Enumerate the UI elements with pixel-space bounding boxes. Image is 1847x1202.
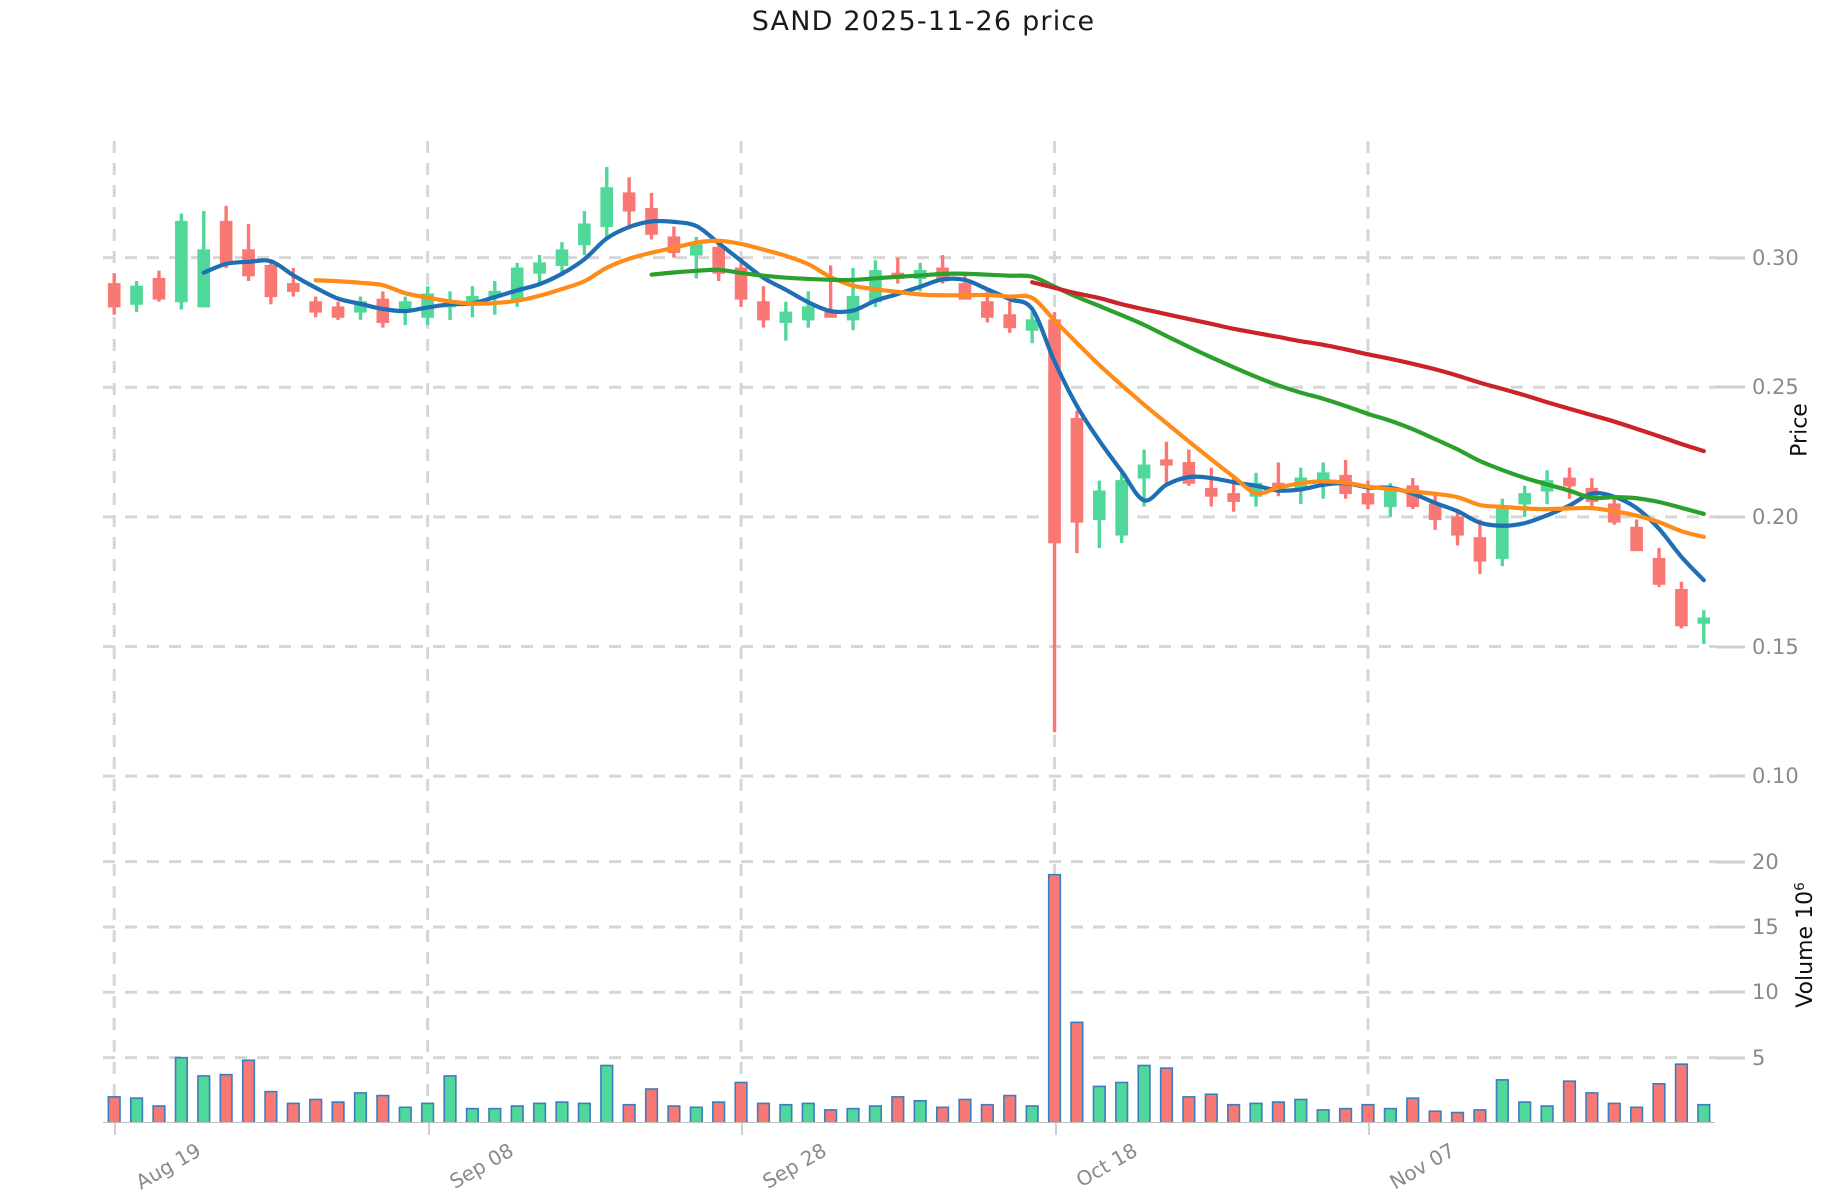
price-tick-0-25-tickmark <box>1715 385 1745 389</box>
ma-line-ma-mid <box>313 238 1706 539</box>
volume-tick-5: 5 <box>1752 1045 1766 1070</box>
ma-line-ma-long <box>1030 280 1706 454</box>
price-panel <box>103 141 1715 841</box>
price-tick-0-10: 0.10 <box>1752 764 1799 789</box>
volume-tick-20: 20 <box>1752 849 1779 874</box>
x-tickmark <box>1054 1123 1057 1135</box>
volume-axis-exponent: 6 <box>1791 882 1808 891</box>
volume-tick-15: 15 <box>1752 914 1779 939</box>
volume-axis-title: Volume 106 <box>1792 882 1818 1007</box>
x-tickmark <box>114 1123 117 1135</box>
volume-panel <box>103 842 1715 1123</box>
price-axis-title: Price <box>1787 403 1813 457</box>
x-tick-sep-28: Sep 28 <box>758 1138 831 1194</box>
price-tick-0-20: 0.20 <box>1752 504 1799 529</box>
price-tick-0-15: 0.15 <box>1752 634 1799 659</box>
x-tick-aug-19: Aug 19 <box>131 1138 206 1195</box>
volume-tick-10: 10 <box>1752 980 1779 1005</box>
price-plot-svg <box>103 141 1715 841</box>
x-tick-oct-18: Oct 18 <box>1071 1138 1141 1192</box>
volume-tick-10-tickmark <box>1715 990 1745 994</box>
x-tickmark <box>741 1123 744 1135</box>
volume-tick-5-tickmark <box>1715 1056 1745 1060</box>
ma-line-ma-slow <box>649 267 1706 517</box>
chart-title: SAND 2025-11-26 price <box>751 6 1096 37</box>
candles <box>107 166 1711 733</box>
price-tick-0-10-tickmark <box>1715 774 1745 778</box>
price-tick-0-30: 0.30 <box>1752 245 1799 270</box>
x-tickmark <box>427 1123 430 1135</box>
price-tick-0-15-tickmark <box>1715 645 1745 649</box>
volume-tick-20-tickmark <box>1715 860 1745 864</box>
volume-axis-text: Volume 10 <box>1793 890 1819 1008</box>
x-tick-nov-07: Nov 07 <box>1385 1138 1459 1195</box>
volume-bars <box>107 873 1711 1123</box>
price-tick-0-25: 0.25 <box>1752 375 1799 400</box>
volume-tick-15-tickmark <box>1715 925 1745 929</box>
price-tick-0-30-tickmark <box>1715 256 1745 260</box>
ma-line-ma-fast <box>201 218 1706 583</box>
x-tick-sep-08: Sep 08 <box>444 1138 518 1194</box>
price-tick-0-20-tickmark <box>1715 515 1745 519</box>
volume-plot-svg <box>103 842 1715 1123</box>
x-tickmark <box>1367 1123 1370 1135</box>
